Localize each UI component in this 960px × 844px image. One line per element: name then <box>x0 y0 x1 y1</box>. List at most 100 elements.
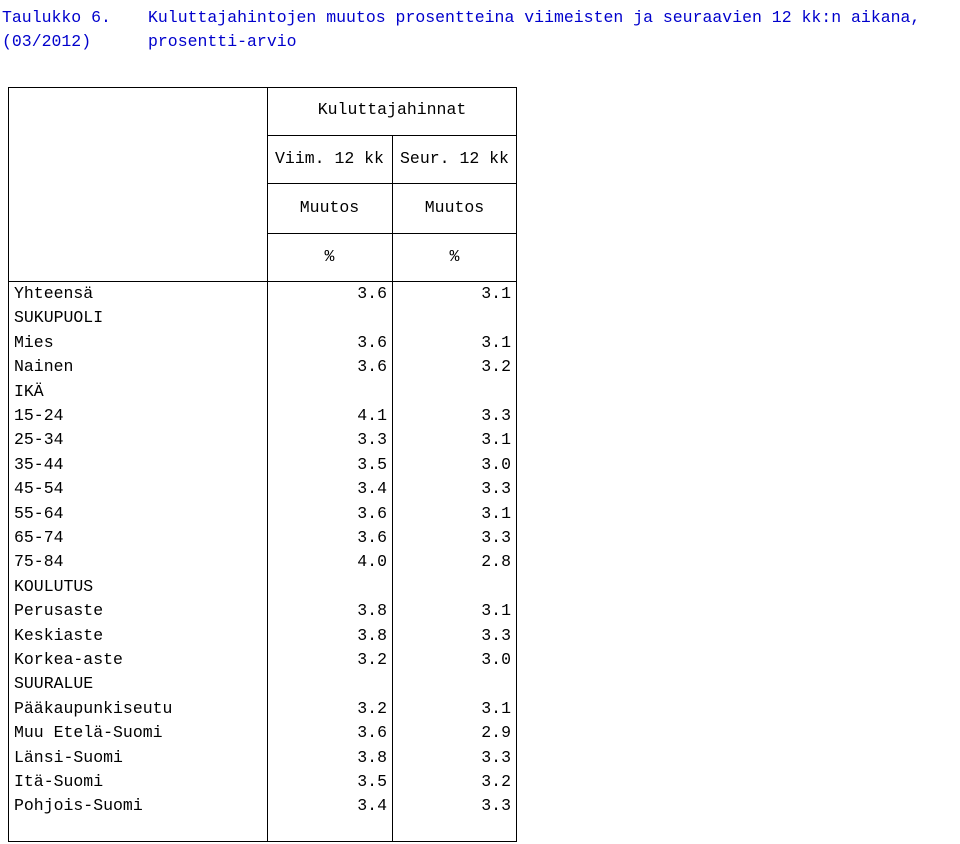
value-next-12-months: 3.3 <box>481 796 511 816</box>
row-label: IKÄ <box>14 381 44 401</box>
value-next-12-months: 3.1 <box>481 332 511 352</box>
table-row: 75-84 4.0 2.8 <box>8 550 517 574</box>
table-row: Länsi-Suomi 3.8 3.3 <box>8 746 517 770</box>
value-previous-12-months: 3.2 <box>357 650 387 669</box>
header-col2-measure: Muutos <box>424 198 485 217</box>
value-previous-12-months: 3.8 <box>357 601 387 621</box>
value-next-12-months: 2.8 <box>481 552 511 572</box>
row-label: Itä-Suomi <box>14 772 104 791</box>
header-rule-2 <box>267 183 517 184</box>
table-title: Taulukko 6. (03/2012) Kuluttajahintojen … <box>0 4 960 56</box>
table-row: 35-44 3.5 3.0 <box>8 453 517 477</box>
table-number: Taulukko 6. <box>2 8 111 27</box>
table-row: Perusaste 3.8 3.1 <box>8 599 517 623</box>
table-row: 55-64 3.6 3.1 <box>8 502 517 526</box>
value-next-12-months: 3.1 <box>481 430 511 450</box>
value-previous-12-months: 3.8 <box>357 747 387 767</box>
row-label: 65-74 <box>14 528 64 547</box>
table-date: (03/2012) <box>2 32 92 51</box>
value-previous-12-months: 3.6 <box>357 723 387 743</box>
value-previous-12-months: 3.6 <box>357 528 387 547</box>
value-previous-12-months: 3.5 <box>357 772 387 791</box>
table-right-border <box>516 87 517 842</box>
table-group-row: SUURALUE <box>8 672 517 696</box>
value-previous-12-months: 3.3 <box>357 430 387 450</box>
value-previous-12-months: 3.6 <box>357 357 387 377</box>
table-group-row: SUKUPUOLI <box>8 306 517 330</box>
row-label: 35-44 <box>14 454 64 474</box>
column-separator-1 <box>267 87 268 842</box>
row-label: Perusaste <box>14 601 104 621</box>
value-next-12-months: 3.1 <box>481 698 511 718</box>
row-label: 55-64 <box>14 503 64 523</box>
header-bottom-rule <box>8 281 517 282</box>
value-next-12-months: 3.3 <box>481 747 511 767</box>
row-label: Länsi-Suomi <box>14 747 123 767</box>
header-col2-period: Seur. 12 kk <box>400 149 509 168</box>
row-label: Korkea-aste <box>14 650 123 669</box>
value-next-12-months: 3.0 <box>481 454 511 474</box>
row-label: 75-84 <box>14 552 64 572</box>
row-label: Muu Etelä-Suomi <box>14 723 163 743</box>
header-rule-3 <box>267 233 517 234</box>
row-label: SUKUPUOLI <box>14 308 104 328</box>
value-previous-12-months: 3.4 <box>357 796 387 816</box>
value-previous-12-months: 3.4 <box>357 479 387 499</box>
value-next-12-months: 3.2 <box>481 772 511 791</box>
table-top-border <box>8 87 517 88</box>
value-next-12-months: 3.2 <box>481 357 511 377</box>
table-row: 25-34 3.3 3.1 <box>8 428 517 452</box>
row-label: Yhteensä <box>14 284 94 303</box>
value-next-12-months: 2.9 <box>481 723 511 743</box>
value-previous-12-months: 3.6 <box>357 284 387 303</box>
title-line-2: prosentti-arvio <box>148 32 297 51</box>
value-previous-12-months: 3.6 <box>357 332 387 352</box>
value-next-12-months: 3.1 <box>481 284 511 303</box>
table-row: 65-74 3.6 3.3 <box>8 526 517 550</box>
row-label: KOULUTUS <box>14 576 94 596</box>
value-next-12-months: 3.3 <box>481 528 511 547</box>
header-group-label: Kuluttajahinnat <box>317 100 467 119</box>
row-label: Keskiaste <box>14 625 104 645</box>
table-row: 15-24 4.1 3.3 <box>8 404 517 428</box>
table-group-row: KOULUTUS <box>8 575 517 599</box>
value-next-12-months: 3.0 <box>481 650 511 669</box>
table-bottom-border <box>8 841 517 842</box>
value-previous-12-months: 3.2 <box>357 698 387 718</box>
value-previous-12-months: 4.1 <box>357 406 387 425</box>
header-rule-1 <box>267 135 517 136</box>
value-next-12-months: 3.3 <box>481 479 511 499</box>
row-label: 25-34 <box>14 430 64 450</box>
table-left-border <box>8 87 9 842</box>
table-row: Keskiaste 3.8 3.3 <box>8 624 517 648</box>
header-col1-measure: Muutos <box>299 198 360 217</box>
table-row: Itä-Suomi 3.5 3.2 <box>8 770 517 794</box>
header-col2-unit: % <box>449 247 460 266</box>
value-previous-12-months: 4.0 <box>357 552 387 572</box>
title-line-1: Kuluttajahintojen muutos prosentteina vi… <box>148 8 921 27</box>
table-row: Pohjois-Suomi 3.4 3.3 <box>8 794 517 818</box>
value-previous-12-months: 3.8 <box>357 625 387 645</box>
row-label: SUURALUE <box>14 674 94 694</box>
table-row: Pääkaupunkiseutu 3.2 3.1 <box>8 697 517 721</box>
value-next-12-months: 3.3 <box>481 406 511 425</box>
row-label: Pääkaupunkiseutu <box>14 698 173 718</box>
row-label: 15-24 <box>14 406 64 425</box>
row-label: Pohjois-Suomi <box>14 796 143 816</box>
row-label: Mies <box>14 332 54 352</box>
value-previous-12-months: 3.6 <box>357 503 387 523</box>
header-col1-unit: % <box>324 247 335 266</box>
table-row: Korkea-aste 3.2 3.0 <box>8 648 517 672</box>
value-previous-12-months: 3.5 <box>357 454 387 474</box>
table-row: 45-54 3.4 3.3 <box>8 477 517 501</box>
header-col1-period: Viim. 12 kk <box>275 149 384 168</box>
table-group-row: IKÄ <box>8 380 517 404</box>
table-row: Yhteensä 3.6 3.1 <box>8 282 517 306</box>
table-row: Mies 3.6 3.1 <box>8 331 517 355</box>
table-row: Nainen 3.6 3.2 <box>8 355 517 379</box>
value-next-12-months: 3.3 <box>481 625 511 645</box>
row-label: Nainen <box>14 357 74 377</box>
table-row: Muu Etelä-Suomi 3.6 2.9 <box>8 721 517 745</box>
value-next-12-months: 3.1 <box>481 503 511 523</box>
column-separator-2 <box>392 135 393 842</box>
